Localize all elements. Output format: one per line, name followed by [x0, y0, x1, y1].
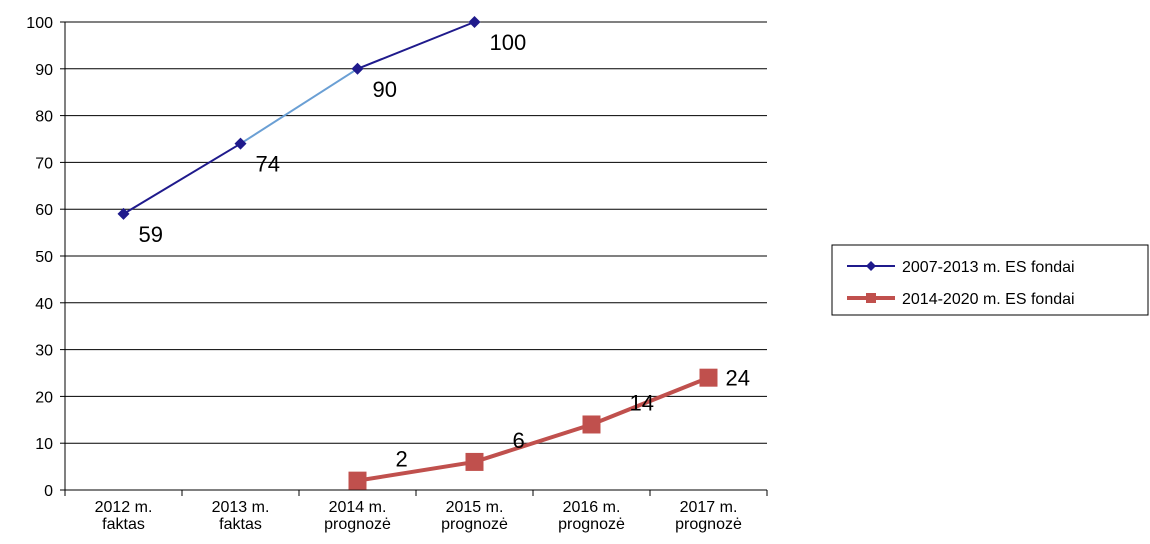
legend-marker-series-1: [866, 261, 876, 271]
x-tick-label: 2014 m.: [329, 499, 387, 516]
y-tick-label: 50: [35, 249, 53, 266]
x-tick-label: prognozė: [558, 516, 625, 533]
data-label: 74: [256, 152, 280, 177]
x-tick-label: faktas: [219, 516, 262, 533]
x-tick-label: 2016 m.: [563, 499, 621, 516]
series-1-segment: [357, 21, 475, 70]
series-1-point: [351, 62, 364, 75]
y-tick-label: 70: [35, 155, 53, 172]
series-2-point: [582, 415, 601, 434]
y-tick-label: 60: [35, 202, 53, 219]
series-1-point: [234, 137, 247, 150]
legend-box: [831, 244, 1149, 316]
series-layer: [117, 16, 718, 490]
series-2-point: [348, 471, 367, 490]
data-labels: 59 74 90 100 2 6 14 24: [139, 30, 750, 472]
y-axis: 0 10 20 30 40 50 60 70 80 90 100: [26, 15, 66, 500]
series-1-segment: [239, 67, 359, 145]
series-1-point: [117, 207, 130, 220]
data-label: 24: [726, 366, 750, 391]
data-label: 59: [139, 222, 163, 247]
series-1-segment: [122, 142, 242, 215]
series-2-line: [357, 375, 710, 483]
y-tick-label: 20: [35, 389, 53, 406]
y-tick-label: 40: [35, 296, 53, 313]
x-tick-label: prognozė: [324, 516, 391, 533]
x-tick-label: 2017 m.: [680, 499, 738, 516]
y-tick-label: 80: [35, 109, 53, 126]
x-tick-label: 2015 m.: [446, 499, 504, 516]
data-label: 14: [630, 390, 654, 415]
x-tick-label: faktas: [102, 516, 145, 533]
series-2-point: [699, 368, 718, 387]
y-tick-label: 100: [26, 15, 53, 32]
series-2-point: [465, 452, 484, 471]
x-tick-label: 2013 m.: [212, 499, 270, 516]
data-label: 6: [513, 428, 525, 453]
data-label: 2: [396, 447, 408, 472]
legend-label-series-2: 2014-2020 m. ES fondai: [902, 291, 1075, 308]
data-label: 90: [373, 77, 397, 102]
legend: 2007-2013 m. ES fondai 2014-2020 m. ES f…: [831, 244, 1149, 316]
legend-marker-series-2: [866, 293, 876, 303]
data-label: 100: [490, 30, 527, 55]
gridlines: [65, 21, 767, 444]
legend-label-series-1: 2007-2013 m. ES fondai: [902, 259, 1075, 276]
y-tick-label: 90: [35, 62, 53, 79]
y-tick-label: 0: [44, 483, 53, 500]
x-tick-label: prognozė: [441, 516, 508, 533]
y-tick-label: 30: [35, 343, 53, 360]
x-tick-label: prognozė: [675, 516, 742, 533]
x-tick-label: 2012 m.: [95, 499, 153, 516]
series-1-point: [468, 16, 481, 28]
y-tick-label: 10: [35, 436, 53, 453]
